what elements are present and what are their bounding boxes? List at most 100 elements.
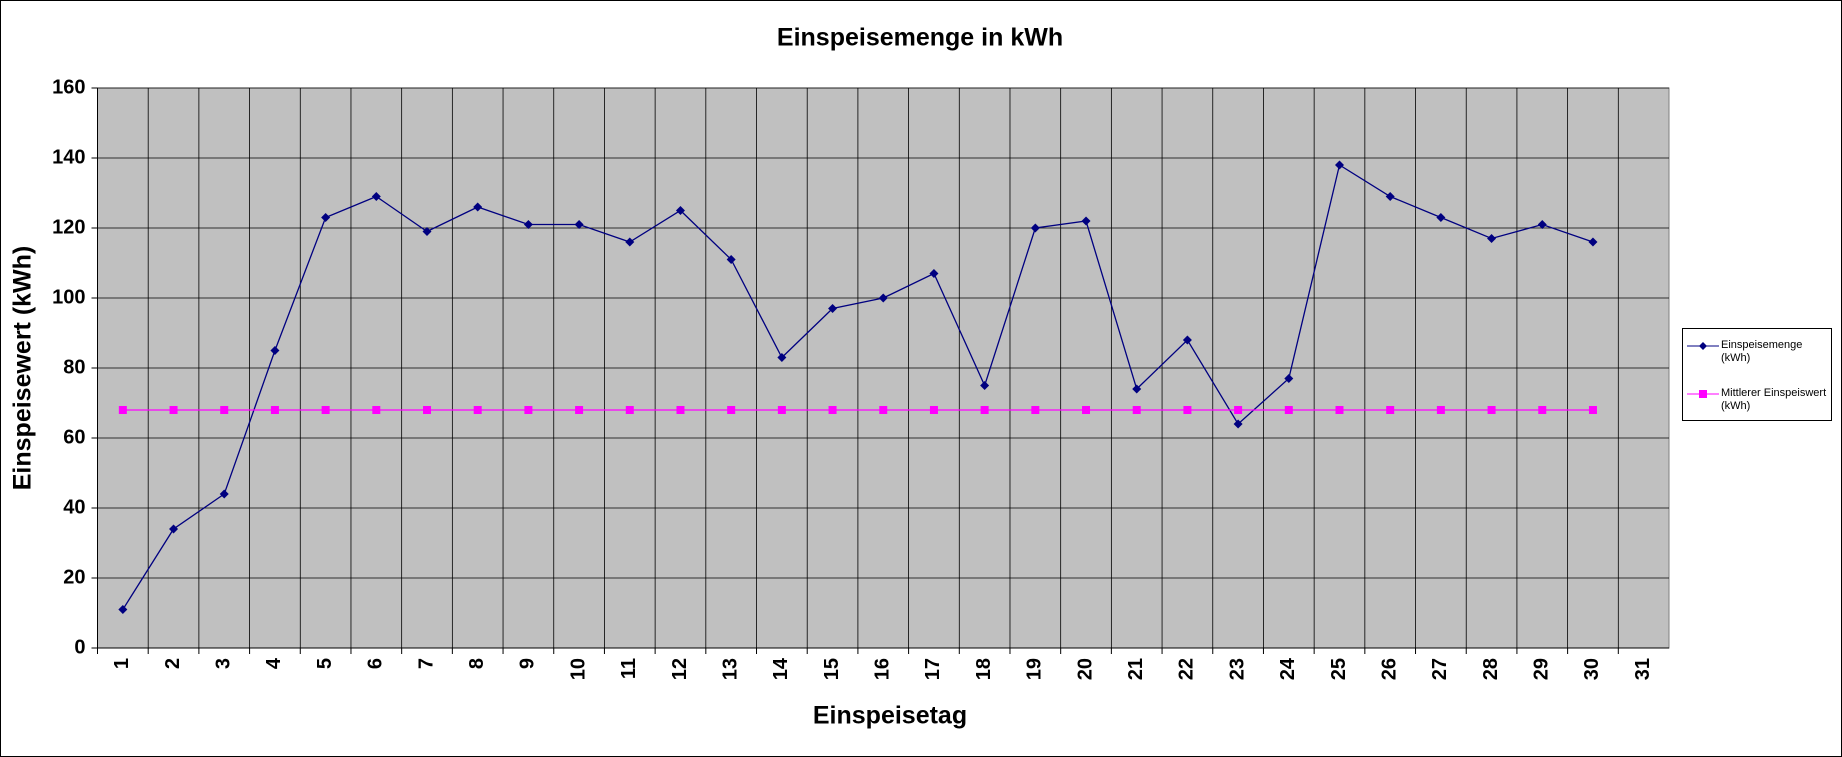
marker-diamond [1284,374,1294,383]
legend: Einspeisemenge (kWh) Mittlerer Einspeiswe… [1682,328,1832,421]
y-axis-label: Einspeisewert (kWh) [9,246,37,491]
marker-square [321,406,330,414]
marker-diamond [1588,237,1598,247]
marker-square [423,406,432,414]
x-tick-label: 30 [1581,658,1603,680]
x-tick-label: 26 [1378,658,1400,680]
marker-square [1234,406,1243,414]
x-tick-label: 29 [1531,658,1553,680]
marker-square [727,406,736,414]
marker-diamond [169,524,179,534]
x-tick-label: 9 [517,658,539,669]
x-tick-label: 17 [922,658,944,680]
x-tick-label: 15 [821,658,843,680]
x-tick-label: 31 [1632,658,1654,680]
marker-diamond [625,237,635,247]
y-tick-label: 40 [63,496,85,518]
marker-diamond [1436,213,1446,222]
marker-diamond [675,206,685,215]
x-tick-label: 12 [669,658,691,680]
marker-square [1132,406,1141,414]
y-tick-label: 20 [63,566,85,588]
x-tick-label: 18 [973,658,995,680]
marker-diamond [1182,335,1192,345]
x-tick-label: 27 [1429,658,1451,680]
legend-swatch [1687,389,1719,399]
marker-square [1082,406,1091,414]
x-tick-label: 4 [263,657,285,669]
legend-label: Mittlerer Einspeiswert (kWh) [1721,387,1827,412]
marker-square [828,406,837,414]
marker-square [473,406,482,414]
chart-title: Einspeisemenge in kWh [777,24,1063,52]
marker-diamond [828,304,838,313]
marker-diamond [1334,160,1344,170]
marker-square [372,406,381,414]
legend-swatch [1687,341,1719,351]
marker-square [676,406,685,414]
marker-square [1487,406,1496,414]
marker-square [1031,406,1040,414]
x-tick-label: 8 [466,658,488,669]
x-tick-label: 22 [1176,658,1198,680]
y-tick-label: 0 [74,636,85,658]
x-tick-label: 25 [1328,658,1350,680]
marker-diamond [1385,192,1395,201]
marker-square [270,406,279,414]
marker-square [575,406,584,414]
marker-diamond [777,353,787,362]
y-tick-label: 120 [52,216,85,238]
y-tick-label: 60 [63,426,85,448]
x-tick-label: 5 [314,658,336,669]
legend-label: Einspeisemenge (kWh) [1721,339,1803,364]
x-tick-label: 7 [415,658,437,669]
y-tick-label: 140 [52,146,85,168]
marker-diamond [929,269,939,278]
series-line [122,163,1594,610]
marker-diamond [1537,220,1547,229]
x-tick-label: 11 [618,658,640,679]
marker-diamond [422,227,432,236]
marker-diamond [1081,216,1091,226]
marker-square [1436,406,1445,414]
x-tick-label: 13 [719,658,741,680]
marker-square [625,406,634,414]
x-axis-label: Einspeisetag [813,702,967,730]
marker-diamond [980,381,990,390]
marker-square [1538,406,1547,414]
y-tick-label: 80 [63,356,85,378]
marker-square [220,406,229,414]
marker-diamond [574,220,584,229]
x-tick-label: 3 [213,658,235,669]
x-tick-label: 21 [1125,658,1147,680]
marker-diamond [523,220,533,229]
x-tick-label: 19 [1024,658,1046,680]
x-tick-label: 28 [1480,658,1502,680]
marker-square [1335,406,1344,414]
marker-square [524,406,533,414]
marker-square [777,406,786,414]
x-tick-label: 10 [567,658,589,680]
x-tick-label: 16 [872,658,894,680]
x-tick-label: 1 [111,658,133,669]
marker-square [1183,406,1192,414]
marker-diamond [473,202,483,212]
y-tick-label: 160 [52,76,85,98]
x-tick-label: 2 [162,658,184,669]
x-tick-label: 20 [1074,658,1096,680]
marker-diamond [321,213,331,222]
marker-square [929,406,938,414]
marker-square [879,406,888,414]
marker-diamond [1487,234,1497,243]
x-tick-label: 24 [1277,657,1299,680]
marker-diamond [878,293,888,303]
marker-diamond [726,255,736,264]
x-tick-label: 6 [365,658,387,669]
marker-square [1588,406,1597,414]
marker-square [118,406,127,414]
marker-diamond [219,489,229,499]
marker-diamond [1030,223,1040,233]
marker-diamond [1233,419,1243,429]
